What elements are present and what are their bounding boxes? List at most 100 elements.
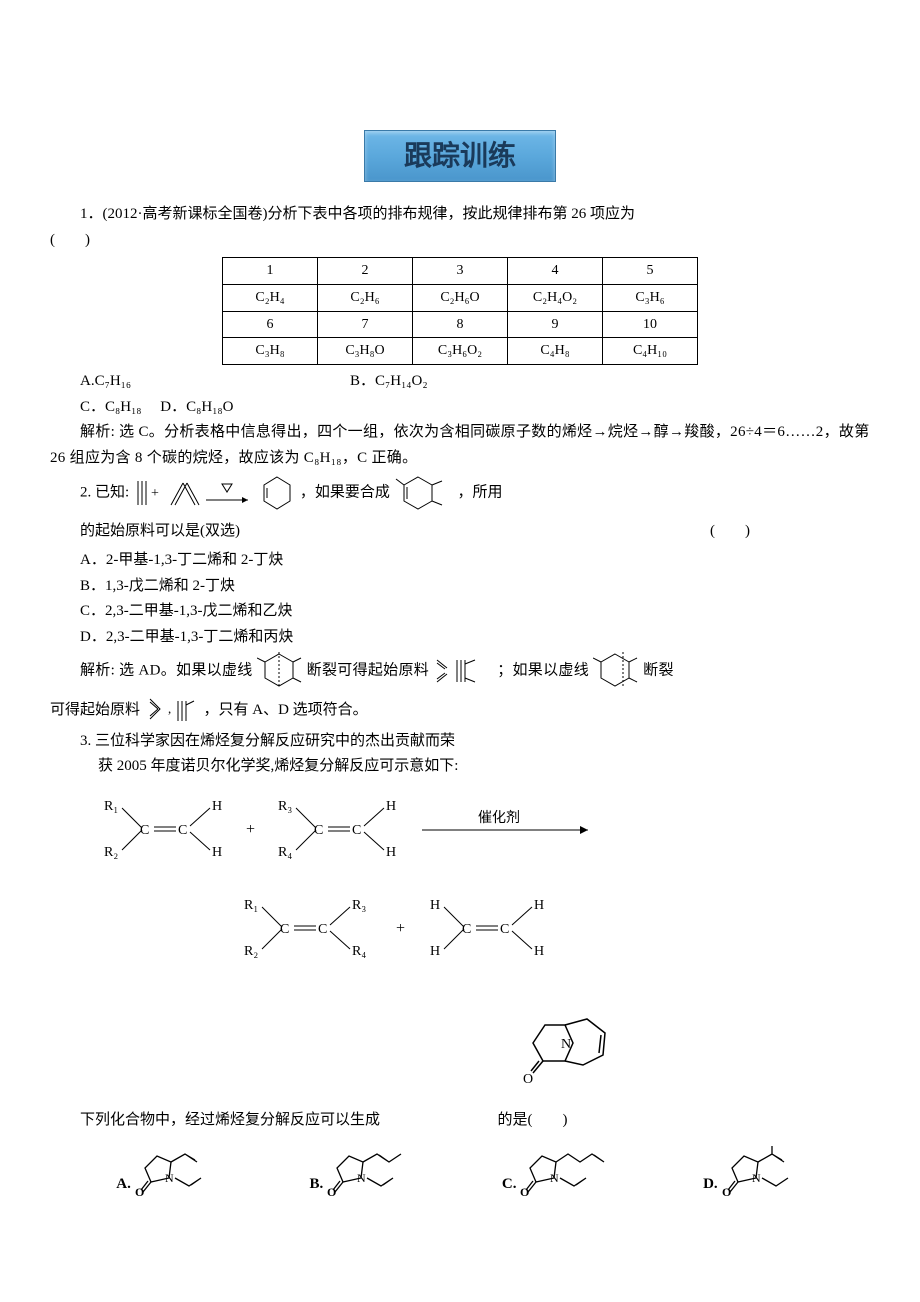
cell: 3 [413,258,508,285]
svg-text:+: + [396,920,405,937]
q3-line2: 获 2005 年度诺贝尔化学奖,烯烃复分解反应可示意如下: [98,754,870,780]
choice-label-b: B. [310,1172,324,1198]
svg-text:N: N [752,1171,761,1185]
q2-ana-c: ；如果以虚线 [497,663,589,679]
cell: 6 [223,311,318,338]
q3-choice-b: B. N O [310,1142,410,1198]
q2-option-a: A．2-甲基-1,3-丁二烯和 2-丁炔 [50,548,870,574]
choice-label-a: A. [116,1172,131,1198]
cell: C₄H₁₀ [603,338,698,365]
fragments-2-icon: , [144,693,200,729]
svg-text:R₂: R₂ [244,944,258,959]
cell: C₂H₆O [413,284,508,311]
svg-text:R₁: R₁ [104,799,118,814]
q2-ana-d: 断裂 [643,663,674,679]
q3-reaction-scheme: R₁ R₂ C C H H + R₃ R₄ C C H H [98,790,870,880]
q3-ask: 下列化合物中，经过烯烃复分解反应可以生成 的是( ) [50,1108,870,1134]
q3-line1: 3. 三位科学家因在烯烃复分解反应研究中的杰出贡献而荣 [50,729,870,755]
cell: C₃H₈ [223,338,318,365]
q2-mid: ，如果要合成 [300,485,390,501]
cell: 2 [318,258,413,285]
table-row: 6 7 8 9 10 [223,311,698,338]
cyclohexene-icon [258,473,296,513]
q3-choice-c: C. N O [502,1142,611,1198]
q1-prompt-line2: ( ) [50,228,870,254]
metathesis-products-icon: R₁ R₂ C C R₃ R₄ + H H C C H H [238,889,738,969]
svg-text:H: H [386,845,396,860]
q2-line1: 2. 已知: + ，如果要合成 ，所用 [50,471,870,515]
cell: 4 [508,258,603,285]
q1-table: 1 2 3 4 5 C₂H₄ C₂H₆ C₂H₆O C₂H₄O₂ C₃H₆ 6 … [222,257,698,365]
arrow-heat-icon [204,478,254,508]
dashed-ring-2-icon [593,650,639,692]
svg-text:H: H [430,944,440,959]
svg-text:C: C [314,823,323,838]
svg-text:R₄: R₄ [352,944,366,959]
svg-text:R₄: R₄ [278,845,292,860]
choice-label-d: D. [703,1172,718,1198]
table-row: 1 2 3 4 5 [223,258,698,285]
svg-text:N: N [561,1037,571,1052]
svg-text:C: C [318,922,327,937]
svg-text:+: + [151,486,159,501]
svg-text:C: C [140,823,149,838]
cell: 8 [413,311,508,338]
cell: C₂H₆ [318,284,413,311]
svg-text:H: H [534,898,544,913]
svg-text:O: O [135,1185,144,1198]
trimethyl-cyclohexene-icon [394,471,454,515]
q3-ask-b: 的是( ) [498,1112,568,1128]
q3-choice-a: A. N O [116,1142,217,1198]
choice-b-structure-icon: N O [327,1142,409,1198]
q2-prefix: 2. 已知: [80,485,129,501]
section-banner: 跟踪训练 [364,130,556,182]
q1-option-c: C．C₈H₁₈ [80,399,142,415]
svg-text:H: H [212,799,222,814]
svg-text:,: , [168,701,171,716]
choice-c-structure-icon: N O [520,1142,610,1198]
cell: 10 [603,311,698,338]
svg-text:C: C [178,823,187,838]
cell: 1 [223,258,318,285]
svg-text:H: H [212,845,222,860]
q3-choice-d: D. N O [703,1142,804,1198]
q1-option-a: A.C₇H₁₆ [50,369,350,395]
q2-paren: ( ) [680,515,750,548]
q2-ana-f: ，只有 A、D 选项符合。 [204,702,368,718]
cell: C₂H₄O₂ [508,284,603,311]
cell: C₃H₈O [318,338,413,365]
q2-option-c: C．2,3-二甲基-1,3-戊二烯和乙炔 [50,599,870,625]
dashed-ring-1-icon [257,650,303,692]
svg-text:+: + [246,821,255,838]
svg-text:R₂: R₂ [104,845,118,860]
svg-text:N: N [165,1171,174,1185]
q2-tail-a: ，所用 [457,485,502,501]
svg-text:C: C [280,922,289,937]
cell: 9 [508,311,603,338]
choice-a-structure-icon: N O [135,1142,217,1198]
svg-text:H: H [534,944,544,959]
svg-text:C: C [500,922,509,937]
cell: 7 [318,311,413,338]
svg-text:O: O [327,1185,336,1198]
q2-line2: 的起始原料可以是(双选) ( ) [50,515,870,548]
q1-option-b: B．C₇H₁₄O₂ [350,369,428,395]
svg-text:催化剂: 催化剂 [478,810,520,826]
table-row: C₃H₈ C₃H₈O C₃H₆O₂ C₄H₈ C₄H₁₀ [223,338,698,365]
table-row: C₂H₄ C₂H₆ C₂H₆O C₂H₄O₂ C₃H₆ [223,284,698,311]
metathesis-reactants-icon: R₁ R₂ C C H H + R₃ R₄ C C H H [98,790,658,870]
diene-alkyne-icon: + [133,475,161,511]
cell: C₃H₆ [603,284,698,311]
q3-choices: A. N O B. N O C. [70,1142,850,1198]
q2-ana-e: 可得起始原料 [50,702,140,718]
svg-text:R₃: R₃ [352,898,366,913]
svg-text:O: O [523,1072,533,1087]
cell: C₃H₆O₂ [413,338,508,365]
svg-text:O: O [520,1185,529,1198]
cell: C₄H₈ [508,338,603,365]
svg-text:H: H [386,799,396,814]
bicyclic-compound-icon: N O [515,997,625,1087]
svg-text:H: H [430,898,440,913]
q3-target-structure: N O [270,997,870,1097]
cell: 5 [603,258,698,285]
